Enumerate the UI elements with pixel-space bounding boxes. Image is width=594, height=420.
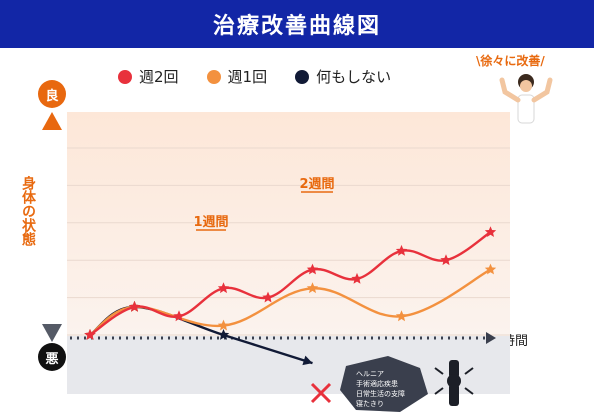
y-axis-bottom-badge: 悪 [38, 343, 66, 371]
data-point-1 [306, 282, 319, 294]
data-point-0 [306, 263, 319, 275]
improvement-callout: \徐々に改善/ [476, 54, 545, 68]
knee-joint-icon [434, 360, 474, 406]
risk-item: 手術適応疾患 [356, 379, 398, 388]
series-layer [84, 226, 497, 366]
data-point-0 [440, 254, 452, 266]
y-axis-arrow-up-icon [42, 112, 62, 130]
legend-dot-twice-weekly [118, 69, 132, 84]
y-axis-arrow-down-icon [42, 324, 62, 342]
data-point-0 [128, 300, 141, 312]
y-axis-top-badge: 良 [38, 80, 66, 108]
legend-label-once-weekly: 週1回 [227, 68, 268, 86]
risk-item: 日常生活の支障 [356, 389, 405, 398]
data-point-1 [484, 263, 497, 275]
data-point-2 [217, 329, 230, 340]
plot-area-top [67, 112, 510, 336]
data-point-1 [395, 310, 408, 322]
data-point-0 [395, 244, 408, 256]
flexing-person-icon [499, 74, 553, 124]
page-title: 治療改善曲線図 [212, 14, 381, 39]
decline-end-cross-icon [310, 382, 332, 404]
legend-dot-once-weekly [206, 69, 221, 84]
risk-box: ヘルニア 手術適応疾患 日常生活の支障 寝たきり [340, 356, 428, 412]
y-axis-label: 身体の状態 [20, 176, 36, 246]
series-line-0 [89, 231, 492, 337]
data-point-0 [484, 226, 497, 237]
risk-item: 寝たきり [356, 399, 384, 408]
annotation-once: 1週間 [193, 215, 228, 230]
data-point-1 [217, 319, 230, 331]
legend-item-twice-weekly: 週2回 [118, 66, 179, 87]
title-banner: 治療改善曲線図 [0, 0, 594, 48]
legend-dot-no-treatment [295, 69, 310, 84]
data-point-0 [173, 310, 185, 322]
legend: 週2回 週1回 何もしない [118, 66, 391, 87]
annotation-twice: 2週間 [299, 177, 334, 192]
legend-label-no-treatment: 何もしない [316, 68, 392, 86]
data-point-0 [351, 272, 363, 284]
legend-label-twice-weekly: 週2回 [139, 68, 179, 86]
legend-item-no-treatment: 何もしない [295, 66, 391, 87]
plot-area-bottom [67, 336, 510, 394]
data-point-0 [84, 329, 96, 340]
legend-item-once-weekly: 週1回 [206, 66, 268, 87]
decline-arrowhead-icon [302, 355, 313, 366]
data-point-0 [217, 282, 230, 294]
risk-item: ヘルニア [356, 370, 384, 378]
x-axis-arrow-icon [486, 332, 496, 344]
data-point-0 [262, 291, 274, 303]
